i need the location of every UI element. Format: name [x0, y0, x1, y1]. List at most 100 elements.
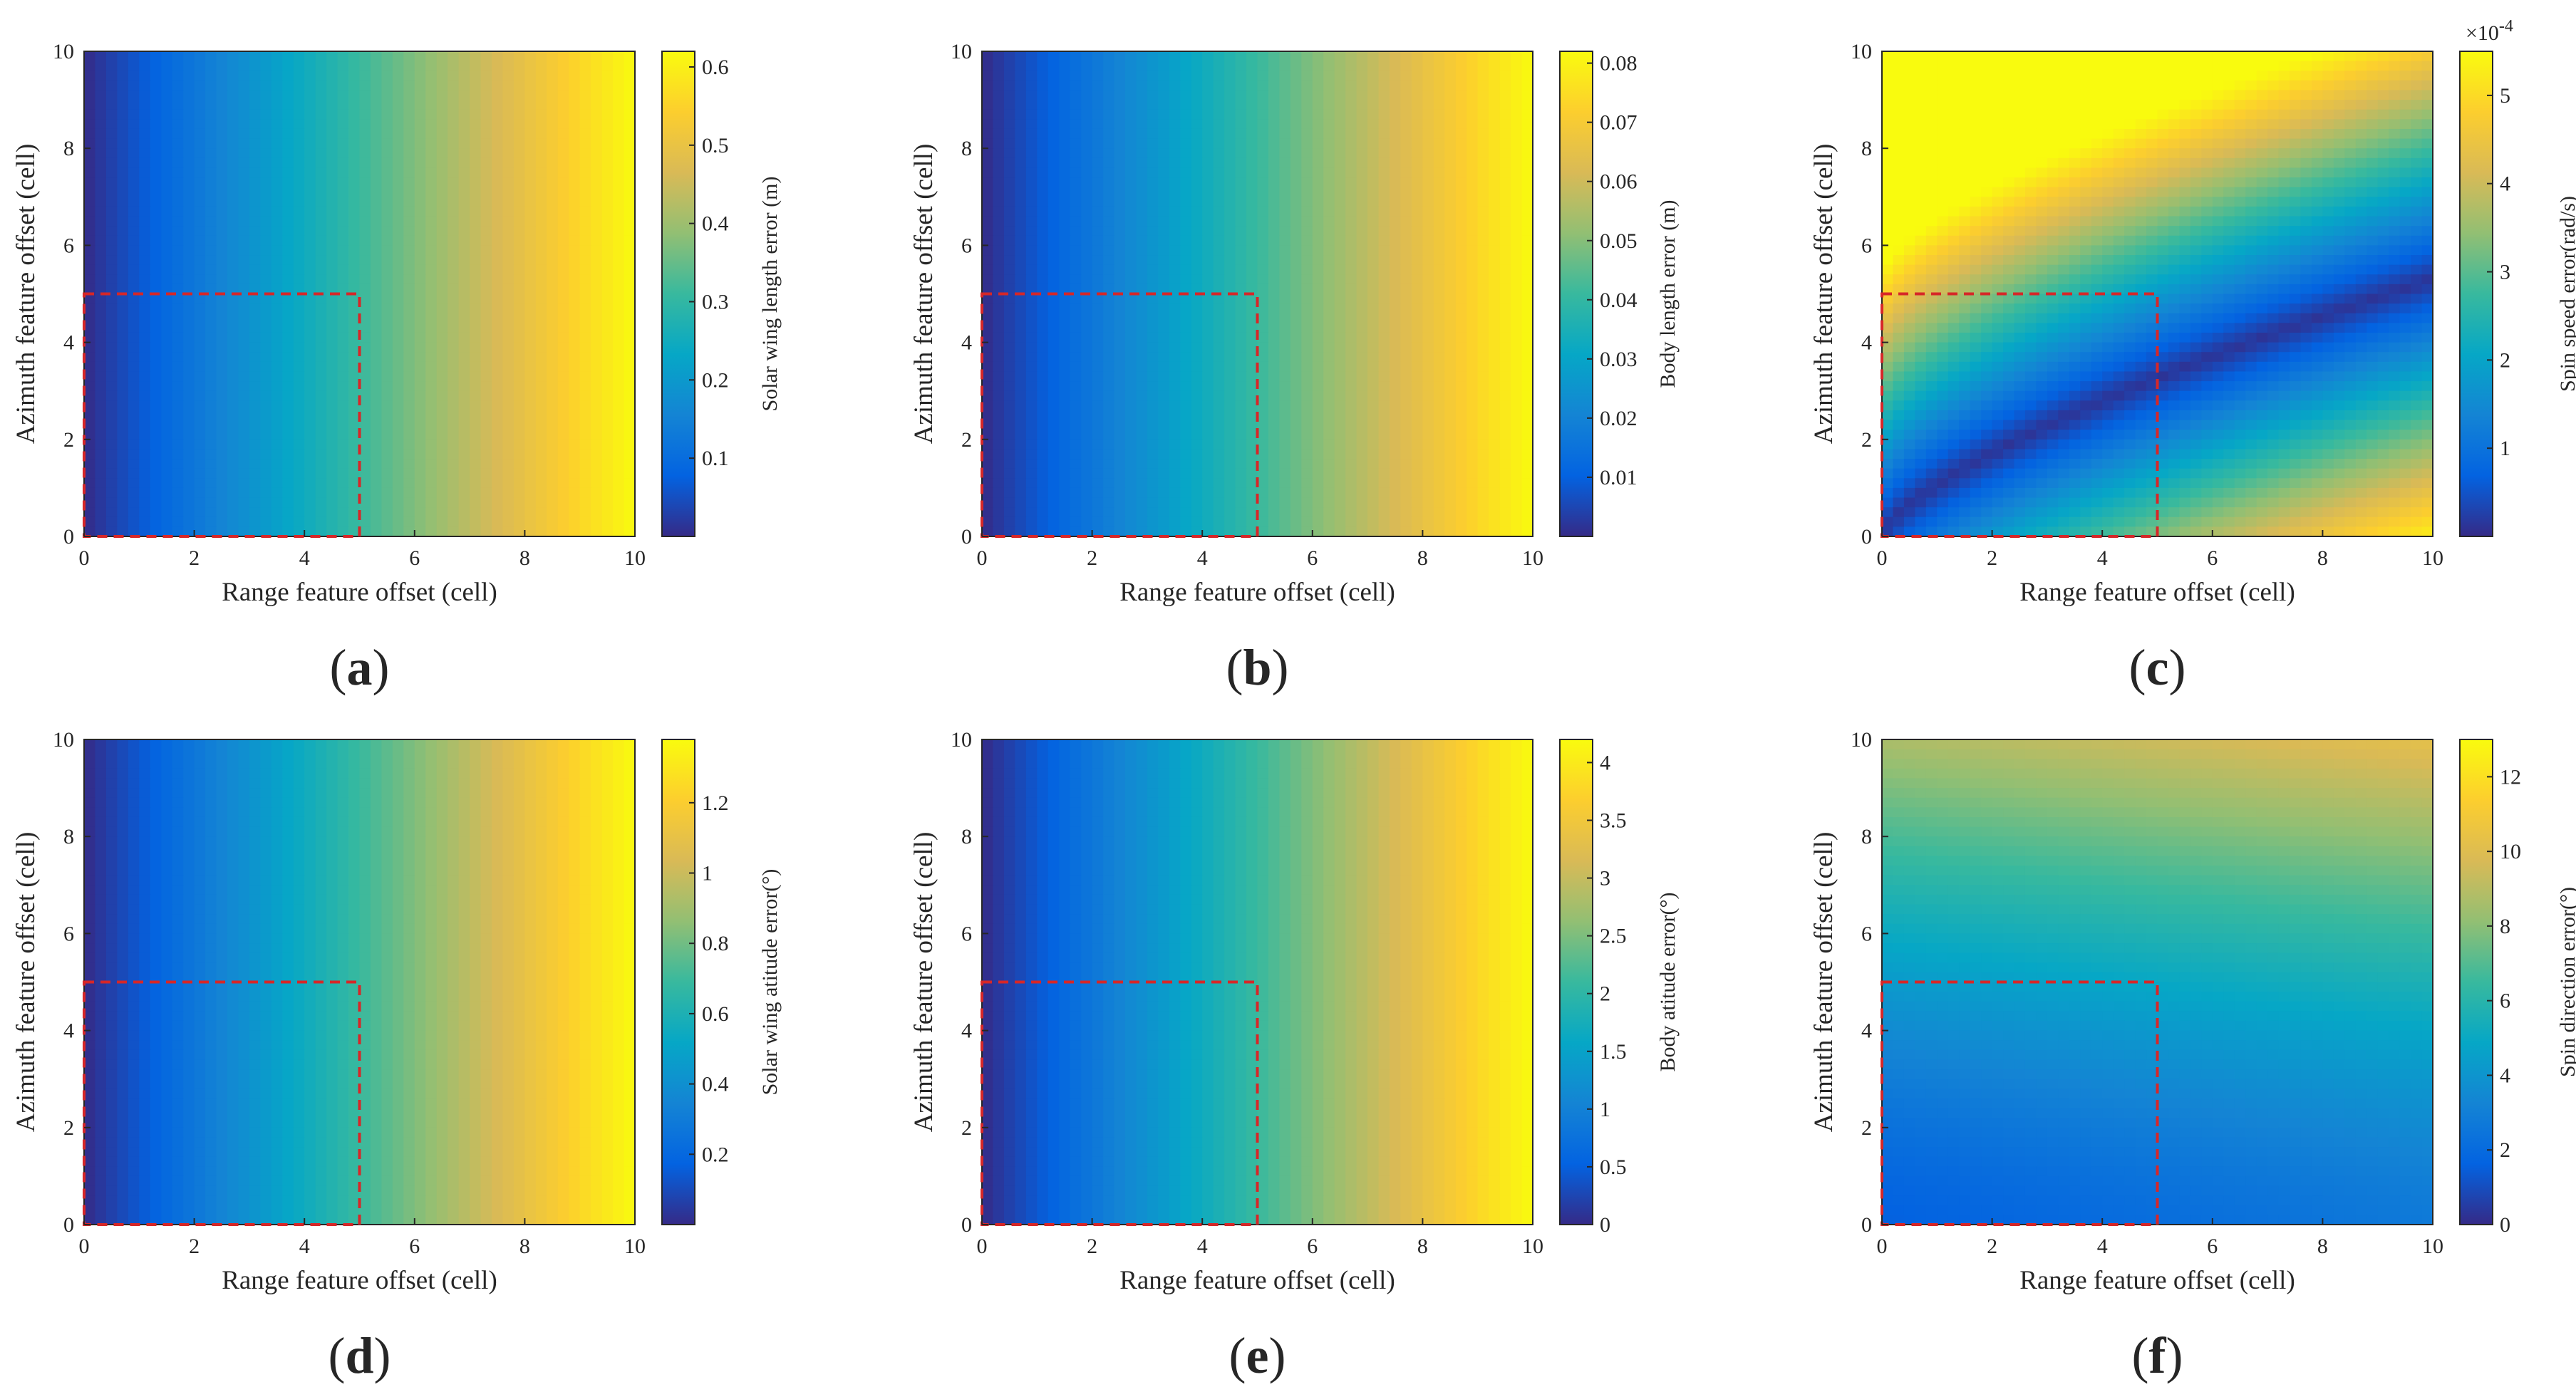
heatmap-cell: [1224, 303, 1236, 314]
heatmap-cell: [480, 439, 492, 450]
heatmap-cell: [1092, 439, 1104, 450]
heatmap-cell: [492, 235, 504, 246]
heatmap-cell: [414, 449, 426, 459]
heatmap-cell: [1400, 61, 1412, 71]
heatmap-cell: [1301, 80, 1313, 91]
heatmap-cell: [524, 128, 537, 140]
heatmap-cell: [337, 400, 349, 411]
heatmap-cell: [1037, 361, 1049, 373]
heatmap-cell: [579, 167, 591, 178]
heatmap-cell: [348, 90, 361, 100]
heatmap-cell: [1202, 157, 1214, 169]
heatmap-cell: [337, 245, 349, 256]
heatmap-cell: [315, 352, 327, 363]
heatmap-cell: [1268, 390, 1281, 401]
heatmap-cell: [1037, 497, 1049, 508]
heatmap-cell: [359, 284, 371, 295]
heatmap-cell: [513, 119, 525, 130]
heatmap-cell: [1290, 284, 1302, 295]
heatmap-cell: [1003, 177, 1015, 188]
heatmap-cell: [1147, 148, 1159, 159]
heatmap-cell: [1136, 507, 1148, 518]
heatmap-cell: [1158, 332, 1170, 343]
heatmap-cell: [1191, 71, 1203, 81]
heatmap-cell: [601, 303, 614, 314]
heatmap-cell: [1124, 109, 1137, 120]
heatmap-cell: [1489, 51, 1501, 62]
heatmap-cell: [480, 526, 492, 537]
heatmap-cell: [624, 478, 636, 489]
heatmap-cell: [1025, 264, 1038, 275]
heatmap-cell: [227, 332, 239, 343]
heatmap-cell: [1136, 487, 1148, 499]
heatmap-cell: [183, 410, 195, 421]
heatmap-cell: [1455, 100, 1467, 110]
heatmap-cell: [492, 274, 504, 285]
heatmap-cell: [1268, 332, 1281, 343]
heatmap-cell: [1312, 410, 1324, 421]
heatmap-cell: [1367, 371, 1380, 382]
heatmap-cell: [591, 410, 603, 421]
heatmap-cell: [337, 516, 349, 527]
heatmap-cell: [249, 400, 261, 411]
heatmap-cell: [271, 284, 283, 295]
heatmap-cell: [1521, 313, 1533, 323]
heatmap-cell: [139, 206, 151, 217]
heatmap-cell: [1257, 61, 1269, 71]
heatmap-cell: [591, 61, 603, 71]
heatmap-cell: [1169, 332, 1181, 343]
heatmap-cell: [1323, 119, 1335, 130]
heatmap-cell: [1290, 274, 1302, 285]
heatmap-cell: [1411, 255, 1423, 266]
heatmap-cell: [105, 390, 118, 401]
heatmap-cell: [1400, 342, 1412, 353]
heatmap-cell: [1136, 342, 1148, 353]
heatmap-cell: [1444, 119, 1457, 130]
heatmap-cell: [1048, 274, 1060, 285]
heatmap-cell: [613, 332, 625, 343]
heatmap-cell: [381, 80, 393, 91]
heatmap-cell: [579, 400, 591, 411]
heatmap-cell: [1169, 245, 1181, 256]
heatmap-cell: [1467, 90, 1479, 100]
heatmap-cell: [1367, 206, 1380, 217]
heatmap-cell: [579, 128, 591, 140]
heatmap-cell: [624, 303, 636, 314]
heatmap-cell: [370, 516, 383, 527]
heatmap-cell: [348, 342, 361, 353]
heatmap-cell: [569, 420, 581, 430]
heatmap-cell: [601, 197, 614, 207]
heatmap-cell: [1180, 449, 1192, 459]
heatmap-cell: [105, 167, 118, 178]
heatmap-cell: [1224, 381, 1236, 392]
heatmap-cell: [1268, 264, 1281, 275]
heatmap-cell: [1202, 148, 1214, 159]
heatmap-cell: [470, 71, 482, 81]
heatmap-cell: [117, 264, 129, 275]
heatmap-cell: [1202, 449, 1214, 459]
heatmap-cell: [1202, 51, 1214, 62]
heatmap-cell: [205, 255, 217, 266]
heatmap-cell: [1511, 449, 1523, 459]
heatmap-cell: [183, 119, 195, 130]
heatmap-cell: [1037, 332, 1049, 343]
heatmap-cell: [238, 439, 250, 450]
heatmap-cell: [370, 430, 383, 440]
heatmap-cell: [370, 61, 383, 71]
heatmap-cell: [1521, 420, 1533, 430]
heatmap-cell: [249, 119, 261, 130]
heatmap-cell: [1323, 197, 1335, 207]
heatmap-cell: [569, 90, 581, 100]
heatmap-cell: [1213, 430, 1225, 440]
heatmap-cell: [1235, 80, 1247, 91]
heatmap-cell: [403, 526, 415, 537]
heatmap-cell: [1511, 371, 1523, 382]
heatmap-cell: [260, 128, 272, 140]
heatmap-cell: [326, 303, 338, 314]
heatmap-cell: [1367, 420, 1380, 430]
heatmap-cell: [492, 323, 504, 333]
heatmap-cell: [95, 206, 107, 217]
heatmap-cell: [1422, 410, 1434, 421]
heatmap-cell: [1169, 206, 1181, 217]
heatmap-cell: [492, 157, 504, 169]
